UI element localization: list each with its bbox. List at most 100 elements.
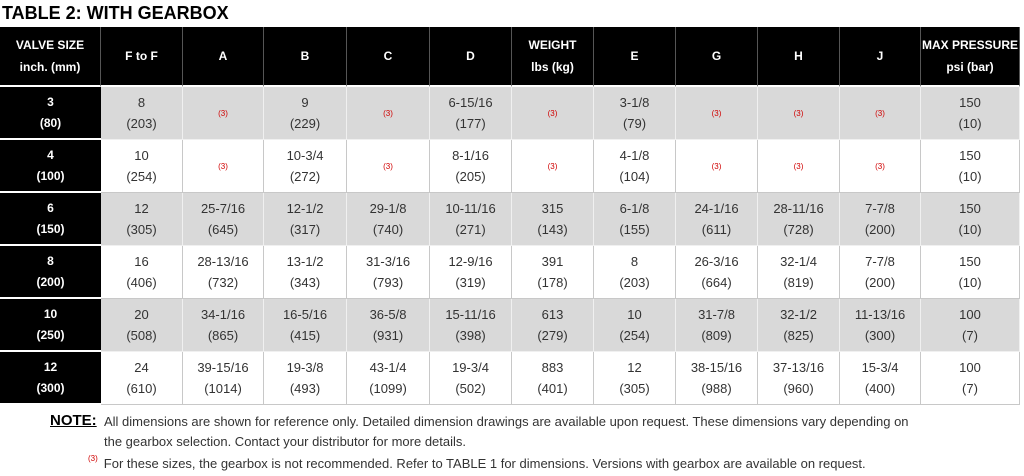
cell-text: 150 [959,148,981,163]
table-cell: 24-1/16 (611) [676,193,758,246]
cell-text: 6-1/8 [619,201,650,216]
cell-text: (200) [36,274,65,289]
cell-text: (271) [455,222,486,237]
header-text: inch. (mm) [19,60,81,74]
cell-text: 31-3/16 [365,254,411,269]
cell-text: 4-1/8 [619,148,650,163]
cell-text: 37-13/16 [772,360,825,375]
header-text: A [218,49,228,63]
cell-text: (200) [864,222,896,237]
cell-text: (79) [622,116,647,131]
header-text: psi (bar) [946,60,994,74]
cell-text: (7) [962,381,978,396]
table-cell: 12 (305) [101,193,183,246]
table-cell: 10 (254) [594,299,676,352]
cell-text: 19-3/4 [452,360,489,375]
table-cell: 29-1/8 (740) [347,193,430,246]
cell-text: 16-5/16 [282,307,328,322]
header-cell: A [183,27,264,87]
header-text: F to F [125,49,158,63]
cell-text: 4 [47,147,54,162]
cell-text: (493) [289,381,321,396]
header-cell: G [676,27,758,87]
table-cell: 43-1/4 (1099) [347,352,430,405]
cell-text: 150 [959,254,981,269]
table-cell: 7-7/8 (200) [840,193,921,246]
cell-text: 8 [630,254,639,269]
cell-text: 24 [134,360,149,375]
table-cell: 883 (401) [512,352,594,405]
cell-text: (250) [36,327,65,342]
cell-text: 10-11/16 [445,201,496,216]
footnote-ref: (3) [547,161,558,171]
table-cell: (3) [758,87,840,140]
cell-text: (819) [783,275,814,290]
cell-text: (254) [619,328,650,343]
cell-text: 7-7/8 [865,201,895,216]
header-text: D [466,49,475,63]
cell-text: 39-15/16 [197,360,249,375]
table-cell: 150 (10) [921,140,1020,193]
cell-text: (300) [36,380,65,395]
table-cell: (3) [840,140,921,193]
table-cell: 31-7/8 (809) [676,299,758,352]
cell-text: 28-13/16 [197,254,249,269]
table-cell: 12-1/2 (317) [264,193,347,246]
table-cell: 6-15/16 (177) [430,87,512,140]
cell-text: 12 [43,359,58,374]
cell-text: (10) [958,222,982,237]
table-cell: 315 (143) [512,193,594,246]
cell-text: (203) [619,275,650,290]
cell-text: 10 [134,148,149,163]
cell-text: (645) [207,222,239,237]
header-cell: H [758,27,840,87]
cell-text: (305) [126,222,157,237]
row-header-cell: 8 (200) [0,246,101,299]
table-cell: (3) [347,140,430,193]
cell-text: 9 [301,95,309,110]
header-text: E [630,49,639,63]
table-cell: 24 (610) [101,352,183,405]
header-text: WEIGHT [528,38,577,52]
cell-text: 391 [541,254,564,269]
cell-text: 12-9/16 [448,254,493,269]
table-cell: 39-15/16 (1014) [183,352,264,405]
note-text: All dimensions are shown for reference o… [104,412,909,452]
header-cell: WEIGHT lbs (kg) [512,27,594,87]
cell-text: (200) [864,275,896,290]
footnote-ref: (3) [875,108,885,118]
header-text: G [711,49,722,63]
table-cell: 6-1/8 (155) [594,193,676,246]
table-cell: (3) [676,140,758,193]
cell-text: 31-7/8 [698,307,735,322]
header-text: H [794,49,803,63]
table-cell: 28-11/16 (728) [758,193,840,246]
table-cell: 12 (305) [594,352,676,405]
table-cell: (3) [758,140,840,193]
table-cell: 38-15/16 (988) [676,352,758,405]
cell-text: (203) [126,116,157,131]
cell-text: (398) [455,328,486,343]
row-header-cell: 6 (150) [0,193,101,246]
table-cell: 26-3/16 (664) [676,246,758,299]
table-cell: 16 (406) [101,246,183,299]
cell-text: (960) [783,381,814,396]
cell-text: (1014) [204,381,242,396]
table-cell: 4-1/8 (104) [594,140,676,193]
cell-text: (254) [126,169,157,184]
cell-text: 150 [959,201,981,216]
cell-text: (664) [701,275,732,290]
cell-text: 15-11/16 [445,307,496,322]
table-cell: (3) [183,87,264,140]
table-cell: (3) [676,87,758,140]
cell-text: 13-1/2 [286,254,324,269]
footnote-ref: (3) [711,161,722,171]
table-cell: 10-11/16 (271) [430,193,512,246]
table-cell: 16-5/16 (415) [264,299,347,352]
table-cell: 8-1/16 (205) [430,140,512,193]
cell-text: (80) [39,115,62,130]
cell-text: (272) [289,169,321,184]
table-cell: 11-13/16 (300) [840,299,921,352]
cell-text: 19-3/8 [286,360,324,375]
table-cell: 100 (7) [921,352,1020,405]
